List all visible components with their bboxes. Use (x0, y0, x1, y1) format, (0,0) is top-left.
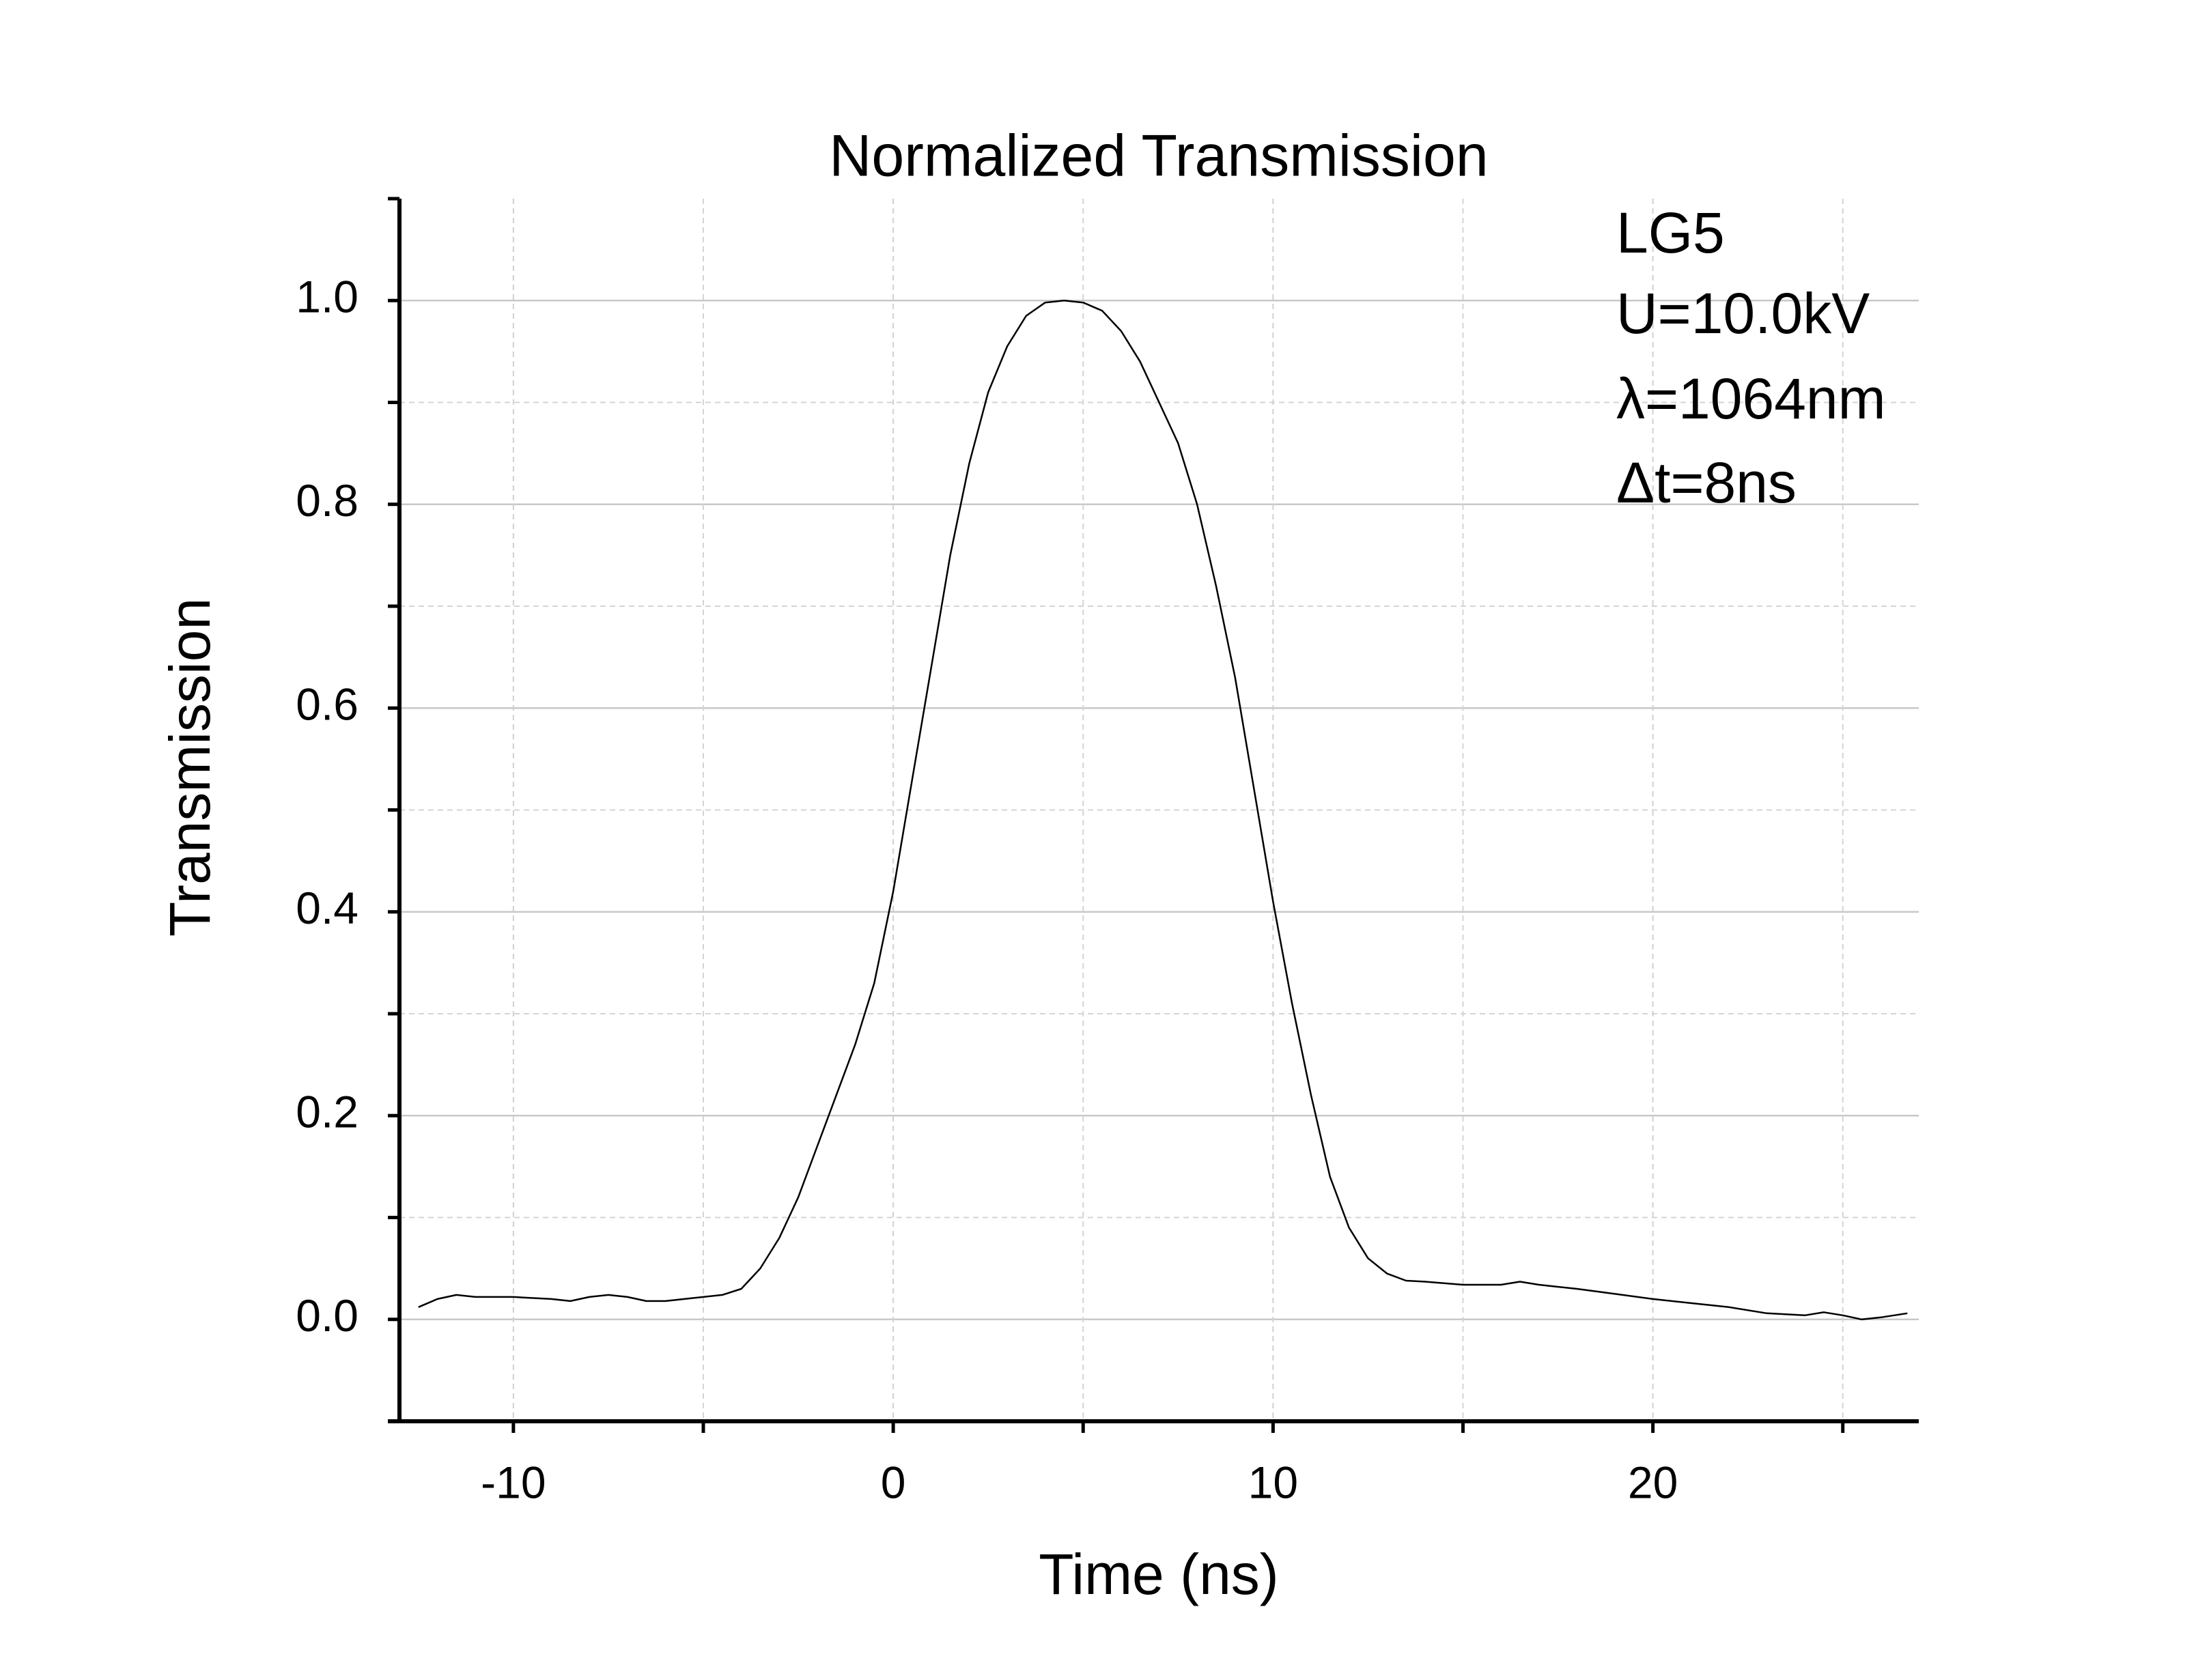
chart-title: Normalized Transmission (829, 124, 1488, 189)
x-tick-label: 0 (881, 1457, 906, 1507)
y-tick-label: 0.0 (296, 1290, 358, 1341)
annotation: LG5 (1616, 201, 1725, 265)
y-tick-label: 0.2 (296, 1087, 358, 1137)
x-tick-label: -10 (481, 1457, 546, 1507)
x-tick-label: 10 (1248, 1457, 1298, 1507)
y-tick-label: 0.8 (296, 475, 358, 526)
y-tick-label: 0.6 (296, 679, 358, 730)
data-line (418, 300, 1908, 1321)
x-tick-label: 20 (1628, 1457, 1678, 1507)
annotation: Δt=8ns (1616, 451, 1797, 515)
y-tick-label: 1.0 (296, 272, 358, 322)
annotation: λ=1064nm (1616, 367, 1886, 431)
y-axis-label: Transmission (158, 598, 222, 937)
y-tick-label: 0.4 (296, 883, 358, 933)
x-axis-label: Time (ns) (1039, 1542, 1279, 1606)
annotation: U=10.0kV (1616, 281, 1870, 345)
